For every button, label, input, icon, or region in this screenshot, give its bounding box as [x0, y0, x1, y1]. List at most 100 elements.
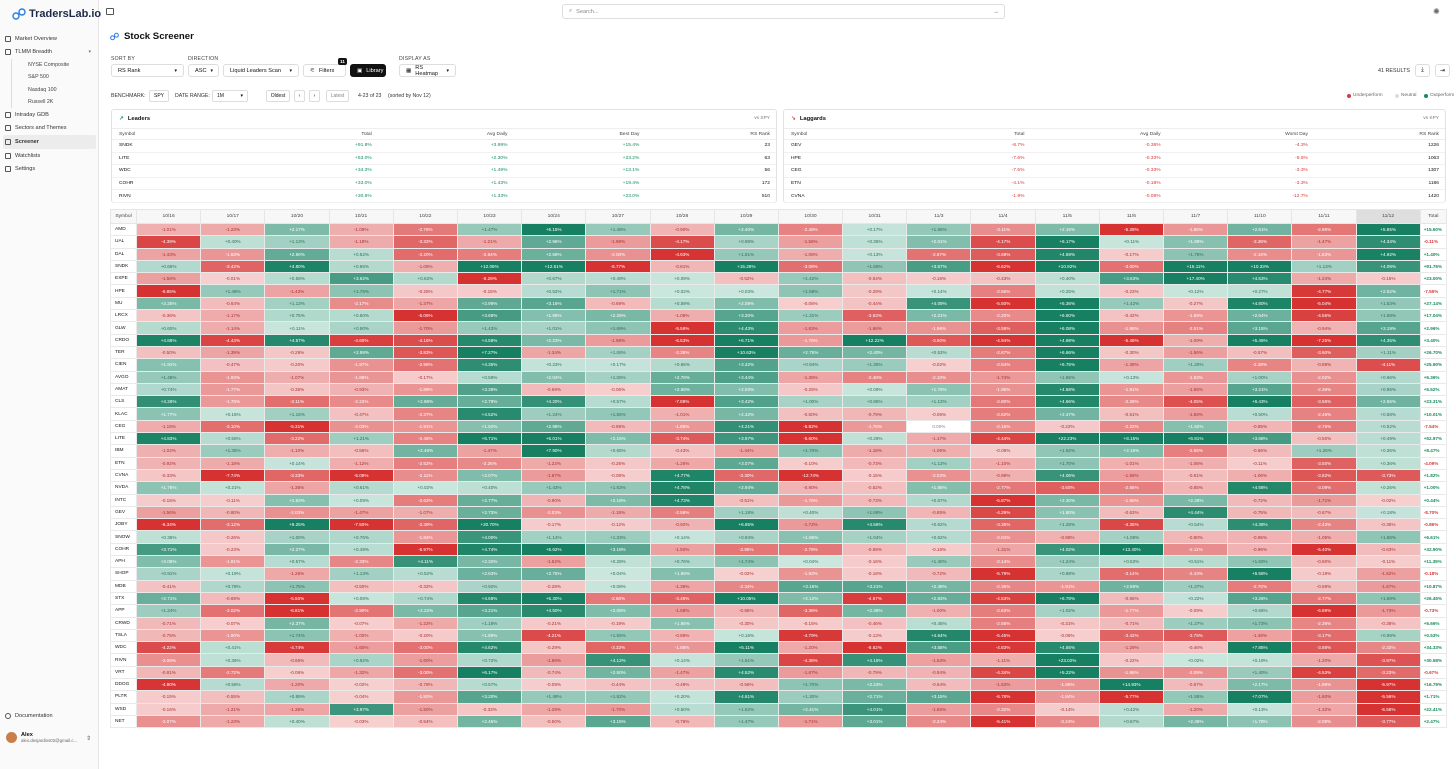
heatmap-cell[interactable]: -0.90% [521, 493, 587, 507]
heatmap-cell[interactable]: -0.04% [328, 690, 394, 704]
symbol-cell[interactable]: APP [110, 604, 137, 618]
heatmap-cell[interactable]: -0.22% [1034, 419, 1100, 434]
heatmap-cell[interactable]: -1.72% [777, 518, 844, 532]
heatmap-cell[interactable]: -1.21% [200, 702, 266, 716]
heatmap-cell[interactable]: -0.79% [842, 665, 908, 679]
heatmap-cell[interactable]: +4.68% [456, 591, 523, 606]
table-row[interactable]: LITE +53.0% +2.30% +23.2% 63 [112, 152, 776, 166]
heatmap-cell[interactable]: -1.47% [328, 505, 394, 520]
heatmap-cell[interactable]: -0.23% [1098, 284, 1165, 298]
heatmap-cell[interactable]: -2.63% [970, 604, 1036, 618]
heatmap-cell[interactable]: -0.69% [585, 296, 651, 311]
heatmap-cell[interactable]: -0.94% [906, 665, 972, 679]
heatmap-cell[interactable]: -0.10% [777, 456, 844, 470]
heatmap-row[interactable]: LRCX -0.36% -1.17% +0.75% +0.60% -5.06% +3.68%… [110, 309, 1447, 323]
heatmap-cell[interactable]: -0.36% [135, 309, 202, 323]
heatmap-cell[interactable]: +0.95% [842, 395, 908, 409]
heatmap-cell[interactable]: -1.60% [328, 641, 394, 655]
heatmap-cell[interactable]: +4.80% [264, 259, 330, 274]
heatmap-cell[interactable]: +1.86% [649, 616, 715, 630]
heatmap-cell[interactable]: +1.55% [906, 222, 972, 237]
heatmap-cell[interactable]: -2.06% [135, 653, 202, 667]
heatmap-cell[interactable]: +0.36% [1355, 456, 1421, 470]
heatmap-cell[interactable]: -3.32% [392, 235, 458, 249]
symbol-cell[interactable]: KLAC [110, 407, 137, 421]
heatmap-cell[interactable]: -0.56% [713, 677, 779, 692]
heatmap-cell[interactable]: +0.26% [1355, 481, 1421, 495]
heatmap-cell[interactable]: +1.40% [1227, 665, 1293, 679]
heatmap-cell[interactable]: -0.96% [1227, 542, 1293, 557]
heatmap-cell[interactable]: -0.59% [1291, 579, 1357, 593]
heatmap-cell[interactable]: +10.63% [713, 345, 779, 360]
heatmap-cell[interactable]: +4.69% [1034, 247, 1100, 261]
heatmap-cell[interactable]: +0.19% [1227, 653, 1293, 667]
heatmap-cell[interactable]: -3.82% [1291, 468, 1357, 483]
heatmap-cell[interactable]: -2.03% [906, 468, 972, 483]
heatmap-cell[interactable]: -0.15% [135, 493, 202, 507]
heatmap-cell[interactable]: -1.48% [1227, 628, 1293, 643]
heatmap-cell[interactable]: -0.50% [777, 407, 844, 421]
heatmap-cell[interactable]: +0.58% [1355, 407, 1421, 421]
heatmap-cell[interactable]: -4.05% [1162, 395, 1229, 409]
heatmap-cell[interactable]: +4.06% [1034, 468, 1100, 483]
heatmap-cell[interactable]: +1.70% [1034, 456, 1100, 470]
heatmap-cell[interactable]: -0.50% [135, 345, 202, 360]
heatmap-cell[interactable]: -5.60% [777, 432, 844, 446]
heatmap-cell[interactable]: -1.91% [392, 419, 458, 434]
heatmap-cell[interactable]: -1.68% [585, 333, 651, 347]
heatmap-cell[interactable]: -0.93% [328, 382, 394, 397]
heatmap-cell[interactable]: +1.42% [1098, 296, 1165, 311]
heatmap-cell[interactable]: -4.21% [521, 628, 587, 643]
heatmap-cell[interactable]: +1.74% [713, 555, 779, 569]
heatmap-cell[interactable]: -1.63% [777, 321, 844, 335]
heatmap-cell[interactable]: +1.13% [264, 235, 330, 249]
heatmap-cell[interactable]: -0.28% [521, 579, 587, 593]
heatmap-cell[interactable]: -0.38% [1355, 616, 1421, 630]
heatmap-cell[interactable]: -1.10% [264, 444, 330, 458]
heatmap-cell[interactable]: -0.52% [842, 481, 908, 495]
heatmap-cell[interactable]: +1.70% [777, 677, 844, 692]
heatmap-cell[interactable]: +1.78% [1227, 714, 1293, 729]
heatmap-cell[interactable]: -2.56% [1098, 481, 1165, 495]
heatmap-cell[interactable]: -0.44% [585, 677, 651, 692]
heatmap-cell[interactable]: +2.90% [264, 247, 330, 261]
heatmap-cell[interactable]: +5.36% [1034, 296, 1100, 311]
heatmap-cell[interactable]: +2.83% [906, 591, 972, 606]
table-row[interactable]: HPE -7.6% -0.33% -9.5% 1063 [784, 152, 1445, 166]
heatmap-cell[interactable]: +0.76% [649, 555, 715, 569]
heatmap-cell[interactable]: -1.36% [777, 370, 844, 384]
heatmap-cell[interactable]: +0.94% [777, 358, 844, 372]
heatmap-cell[interactable]: +0.96% [713, 235, 779, 249]
heatmap-cell[interactable]: +0.57% [264, 555, 330, 569]
heatmap-cell[interactable]: +1.53% [1355, 296, 1421, 311]
heatmap-cell[interactable]: -2.80% [585, 591, 651, 606]
heatmap-cell[interactable]: -1.85% [1162, 222, 1229, 237]
heatmap-cell[interactable]: +2.25% [135, 296, 202, 311]
heatmap-cell[interactable]: -4.17% [970, 235, 1036, 249]
heatmap-cell[interactable]: -0.46% [1162, 641, 1229, 655]
heatmap-cell[interactable]: -2.52% [392, 456, 458, 470]
heatmap-cell[interactable]: -1.24% [1291, 272, 1357, 286]
heatmap-cell[interactable]: -5.59% [649, 321, 715, 335]
heatmap-cell[interactable]: +2.07% [456, 468, 523, 483]
heatmap-cell[interactable]: -5.97% [392, 542, 458, 557]
heatmap-cell[interactable]: +4.50% [521, 604, 587, 618]
search-input[interactable]: Search... [576, 8, 599, 15]
heatmap-cell[interactable]: +0.67% [1098, 714, 1165, 729]
heatmap-cell[interactable]: +4.80% [1227, 296, 1293, 311]
heatmap-cell[interactable]: -2.03% [264, 505, 330, 520]
heatmap-cell[interactable]: -0.16% [842, 555, 908, 569]
heatmap-cell[interactable]: -1.11% [970, 653, 1036, 667]
heatmap-cell[interactable]: +2.73% [456, 505, 523, 520]
heatmap-cell[interactable]: -3.30% [713, 468, 779, 483]
heatmap-cell[interactable]: +3.97% [328, 702, 394, 716]
heatmap-cell[interactable]: -1.37% [392, 296, 458, 311]
heatmap-cell[interactable]: +2.47% [1034, 407, 1100, 421]
heatmap-cell[interactable]: -0.99% [970, 468, 1036, 483]
heatmap-row[interactable]: AMD -1.01% -1.23% +2.17% -1.09% -2.76% +1.47% +… [110, 222, 1447, 237]
heatmap-cell[interactable]: +1.16% [264, 407, 330, 421]
heatmap-cell[interactable]: -1.18% [842, 444, 908, 458]
heatmap-cell[interactable]: -1.91% [1098, 382, 1165, 397]
heatmap-cell[interactable]: -0.98% [1034, 530, 1100, 544]
heatmap-cell[interactable]: +1.86% [777, 530, 844, 544]
